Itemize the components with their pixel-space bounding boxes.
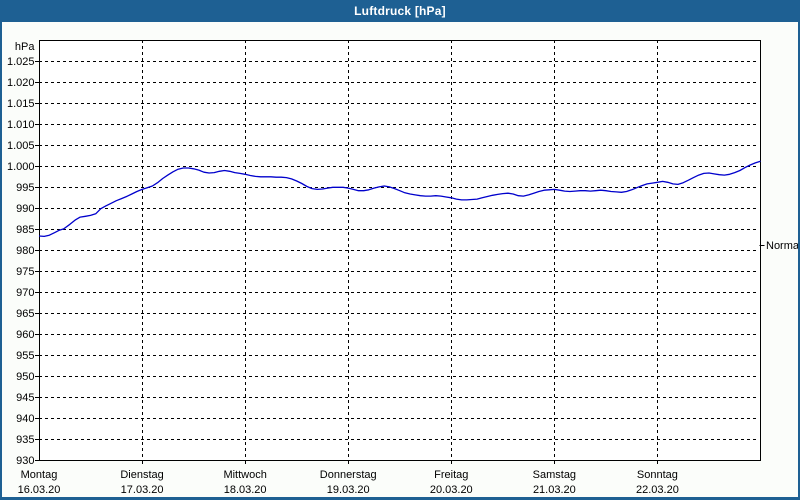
y-tick-label: 935 [16, 434, 34, 446]
x-day-gridlines [142, 40, 658, 464]
y-tick-label: 1.010 [7, 119, 35, 131]
normal-marker: Normal [759, 240, 800, 252]
y-tick-label: 985 [16, 224, 34, 236]
window-title: Luftdruck [hPa] [354, 4, 446, 18]
day-name-label: Mittwoch [223, 469, 266, 481]
y-tick-label: 960 [16, 329, 34, 341]
y-tick-label: 1.025 [7, 56, 35, 68]
plot-border [39, 40, 761, 461]
y-tick-label: 975 [16, 266, 34, 278]
y-tick-label: 940 [16, 413, 34, 425]
day-name-label: Sonntag [637, 469, 678, 481]
normal-marker-label: Normal [766, 240, 798, 252]
day-date-label: 18.03.20 [224, 484, 267, 496]
y-axis-ticks [35, 61, 39, 461]
y-tick-label: 1.015 [7, 98, 35, 110]
y-tick-label: 955 [16, 350, 34, 362]
y-tick-label: 950 [16, 371, 34, 383]
day-date-label: 16.03.20 [18, 484, 61, 496]
day-name-label: Samstag [533, 469, 576, 481]
day-date-label: 17.03.20 [121, 484, 164, 496]
pressure-line [38, 160, 761, 238]
y-tick-label: 995 [16, 182, 34, 194]
y-tick-label: 945 [16, 392, 34, 404]
day-name-label: Montag [21, 469, 58, 481]
day-date-label: 21.03.20 [533, 484, 576, 496]
y-tick-label: 965 [16, 308, 34, 320]
x-day-labels: Montag 16.03.20 Dienstag 17.03.20 Mittwoch 18… [18, 469, 679, 496]
day-name-label: Donnerstag [320, 469, 377, 481]
day-date-label: 22.03.20 [636, 484, 679, 496]
y-tick-label: 970 [16, 287, 34, 299]
y-axis-unit-label: hPa [15, 41, 35, 53]
y-tick-label: 1.000 [7, 161, 35, 173]
pressure-chart: 1.025 1.020 1.015 1.010 1.005 1.000 995 990 985 9… [7, 40, 800, 496]
day-date-label: 20.03.20 [430, 484, 473, 496]
chart-area: 1.025 1.020 1.015 1.010 1.005 1.000 995 990 985 9… [2, 22, 800, 497]
window-titlebar[interactable]: Luftdruck [hPa] [0, 0, 800, 22]
day-date-label: 19.03.20 [327, 484, 370, 496]
y-tick-label: 930 [16, 455, 34, 467]
y-tick-label: 1.020 [7, 77, 35, 89]
y-tick-labels: 1.025 1.020 1.015 1.010 1.005 1.000 995 990 985 9… [7, 56, 35, 467]
day-name-label: Freitag [434, 469, 468, 481]
y-tick-label: 980 [16, 245, 34, 257]
y-tick-label: 990 [16, 203, 34, 215]
y-tick-label: 1.005 [7, 140, 35, 152]
day-name-label: Dienstag [120, 469, 163, 481]
